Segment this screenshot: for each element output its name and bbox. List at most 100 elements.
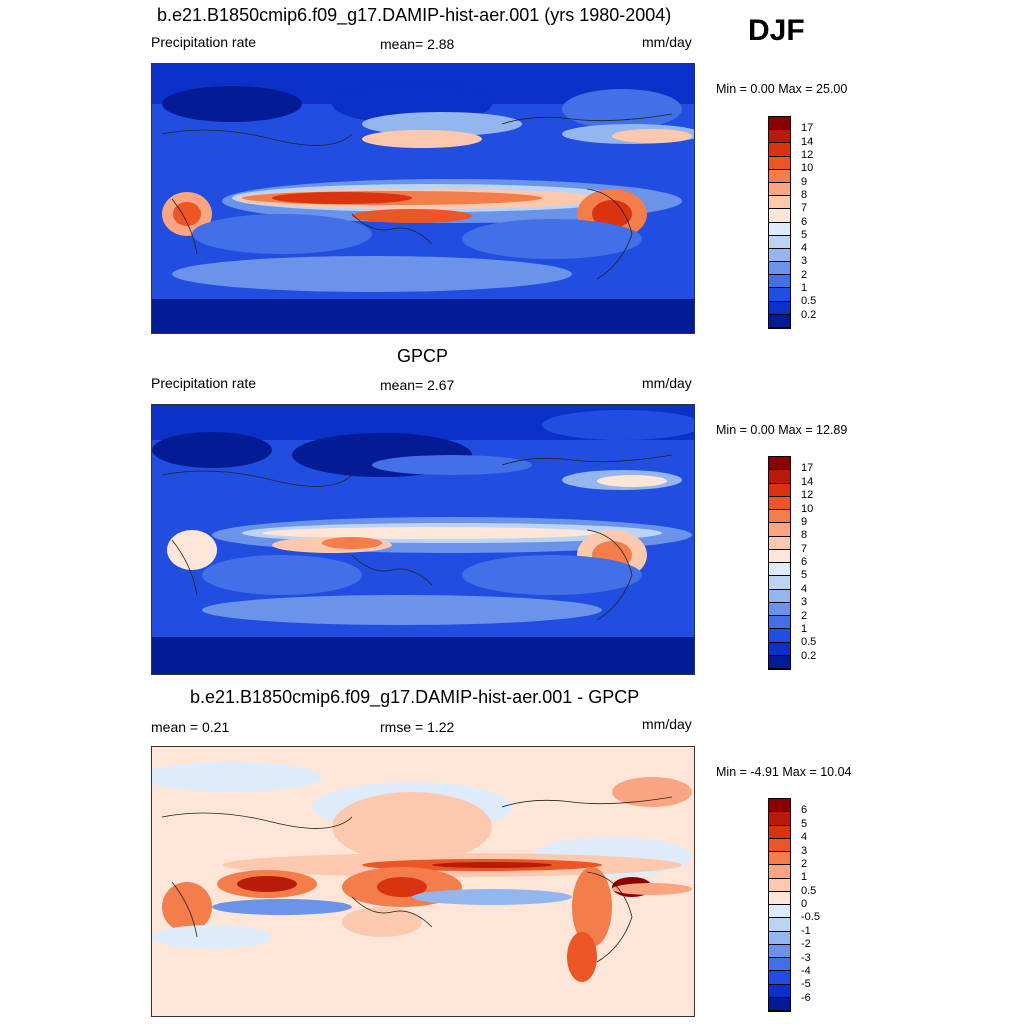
colorbar-tick-label: 12 (801, 489, 814, 502)
panel-1-minmax: Min = 0.00 Max = 25.00 (716, 82, 848, 96)
colorbar-tick-label: 1 (801, 871, 808, 884)
colorbar-segment (769, 944, 790, 958)
colorbar-tick-label: -0.5 (801, 911, 820, 924)
panel-1-colorbar (768, 116, 791, 329)
panel-2-colorbar (768, 456, 791, 670)
colorbar-tick-label: 12 (801, 148, 814, 161)
colorbar-tick-label: 3 (801, 255, 808, 268)
colorbar-tick-label: 8 (801, 529, 808, 542)
colorbar-segment (769, 931, 790, 945)
colorbar-tick-label: 1 (801, 282, 808, 295)
colorbar-tick-label: 0.5 (801, 295, 817, 308)
colorbar-segment (769, 301, 790, 315)
colorbar-segment (769, 905, 790, 919)
colorbar-tick-label: 6 (801, 804, 808, 817)
panel-3-mean-label: mean = 0.21 (151, 719, 230, 735)
colorbar-tick-label: 14 (801, 475, 814, 488)
panel-1-map (151, 63, 695, 334)
colorbar-segment (769, 576, 790, 590)
colorbar-tick-label: 0.5 (801, 636, 817, 649)
colorbar-segment (769, 563, 790, 577)
colorbar-segment (769, 483, 790, 497)
colorbar-segment (769, 117, 790, 131)
colorbar-tick-label: 0.5 (801, 884, 817, 897)
panel-1-units-label: mm/day (642, 34, 692, 50)
panel-1-title: b.e21.B1850cmip6.f09_g17.DAMIP-hist-aer.… (157, 5, 672, 25)
colorbar-tick-label: 9 (801, 515, 808, 528)
colorbar-segment (769, 496, 790, 510)
colorbar-segment (769, 878, 790, 892)
colorbar-tick-label: -5 (801, 978, 811, 991)
panel-1-left-label: Precipitation rate (151, 34, 257, 50)
colorbar-segment (769, 642, 790, 656)
panel-2-mean-label: mean= 2.67 (380, 377, 455, 393)
colorbar-tick-label: 5 (801, 228, 808, 241)
colorbar-tick-label: -1 (801, 924, 811, 937)
colorbar-segment (769, 156, 790, 170)
colorbar-segment (769, 971, 790, 985)
colorbar-segment (769, 616, 790, 630)
colorbar-segment (769, 457, 790, 471)
panel-3-map (151, 746, 695, 1017)
season-label: DJF (748, 14, 805, 47)
colorbar-segment (769, 958, 790, 972)
colorbar-tick-label: 4 (801, 582, 808, 595)
colorbar-segment (769, 235, 790, 249)
colorbar-tick-label: 4 (801, 242, 808, 255)
colorbar-segment (769, 262, 790, 276)
colorbar-tick-label: 17 (801, 462, 814, 475)
colorbar-tick-label: 5 (801, 569, 808, 582)
colorbar-segment (769, 838, 790, 852)
colorbar-segment (769, 891, 790, 905)
colorbar-tick-label: -4 (801, 964, 811, 977)
colorbar-tick-label: 7 (801, 542, 808, 555)
colorbar-segment (769, 182, 790, 197)
colorbar-segment (769, 143, 790, 157)
colorbar-segment (769, 222, 790, 236)
colorbar-tick-label: 10 (801, 162, 814, 175)
colorbar-segment (769, 248, 790, 263)
colorbar-segment (769, 288, 790, 302)
colorbar-segment (769, 523, 790, 537)
colorbar-tick-label: -2 (801, 938, 811, 951)
colorbar-tick-label: 2 (801, 268, 808, 281)
panel-2-minmax: Min = 0.00 Max = 12.89 (716, 423, 848, 437)
colorbar-tick-label: 17 (801, 122, 814, 135)
colorbar-segment (769, 812, 790, 826)
colorbar-segment (769, 997, 790, 1011)
panel-3-units-label: mm/day (642, 716, 692, 732)
panel-2-left-label: Precipitation rate (151, 375, 257, 391)
colorbar-tick-label: 3 (801, 596, 808, 609)
colorbar-tick-label: 4 (801, 831, 808, 844)
colorbar-tick-label: 0 (801, 898, 808, 910)
colorbar-segment (769, 470, 790, 484)
colorbar-tick-label: -3 (801, 951, 811, 964)
colorbar-segment (769, 549, 790, 563)
colorbar-segment (769, 510, 790, 524)
colorbar-tick-label: -6 (801, 991, 811, 1004)
colorbar-segment (769, 314, 790, 328)
colorbar-segment (769, 602, 790, 616)
colorbar-segment (769, 852, 790, 866)
panel-3-title: b.e21.B1850cmip6.f09_g17.DAMIP-hist-aer.… (190, 687, 640, 707)
colorbar-tick-label: 6 (801, 556, 808, 568)
colorbar-tick-label: 2 (801, 857, 808, 870)
colorbar-tick-label: 6 (801, 215, 808, 228)
panel-2-units-label: mm/day (642, 375, 692, 391)
panel-3-rmse-label: rmse = 1.22 (380, 719, 455, 735)
colorbar-segment (769, 130, 790, 144)
colorbar-segment (769, 799, 790, 813)
colorbar-segment (769, 984, 790, 998)
colorbar-segment (769, 589, 790, 603)
colorbar-segment (769, 655, 790, 669)
colorbar-segment (769, 209, 790, 223)
colorbar-tick-label: 7 (801, 202, 808, 215)
colorbar-tick-label: 8 (801, 188, 808, 201)
colorbar-segment (769, 825, 790, 839)
colorbar-segment (769, 275, 790, 289)
panel-2-title: GPCP (397, 346, 449, 366)
colorbar-tick-label: 0.2 (801, 649, 817, 662)
colorbar-segment (769, 918, 790, 932)
panel-1-mean-label: mean= 2.88 (380, 36, 455, 52)
colorbar-segment (769, 629, 790, 643)
